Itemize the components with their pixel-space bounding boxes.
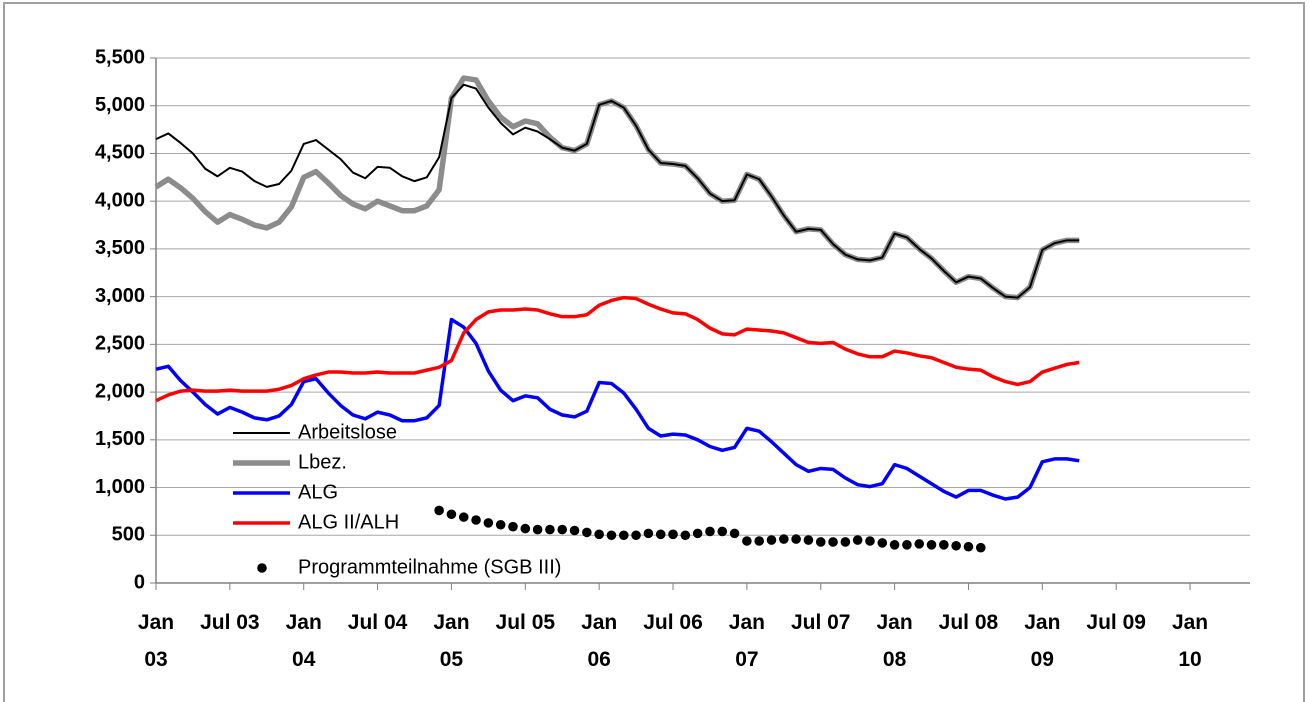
data-point	[631, 530, 641, 541]
y-tick-label: 5,500	[95, 46, 145, 68]
data-point	[840, 537, 851, 547]
data-point	[655, 529, 666, 540]
series-line	[154, 75, 1080, 301]
x-tick-label: Jul 09	[1086, 611, 1146, 634]
x-tick-label: Jul 08	[938, 611, 999, 634]
x-tick-label: Jan 03	[137, 611, 175, 671]
data-point	[705, 526, 715, 537]
data-point	[815, 537, 826, 547]
data-point	[963, 541, 974, 552]
y-tick-label: 2,000	[95, 380, 145, 402]
data-point	[889, 540, 900, 550]
y-tick-label: 3,500	[95, 237, 145, 259]
data-point	[594, 529, 604, 540]
x-tick-label: Jan 04	[285, 611, 322, 671]
data-point	[434, 505, 444, 516]
data-point	[606, 530, 617, 541]
legend-label: ALG II/ALH	[298, 511, 399, 533]
data-point	[508, 521, 518, 532]
legend-label: Arbeitslose	[298, 421, 397, 443]
data-point	[458, 512, 469, 522]
data-point	[520, 523, 531, 534]
data-point	[729, 528, 740, 539]
x-tick-label: Jul 05	[495, 611, 556, 634]
data-point	[791, 534, 801, 544]
x-tick-label: Jan 09	[1024, 611, 1061, 671]
data-point	[668, 529, 678, 540]
data-point	[582, 527, 592, 538]
data-point	[902, 540, 912, 550]
data-point	[569, 525, 580, 536]
data-point	[852, 535, 863, 545]
data-point	[926, 540, 937, 550]
x-tick-label: Jul 07	[790, 611, 851, 634]
data-point	[803, 535, 814, 545]
x-tick-label: Jan 08	[876, 611, 913, 671]
y-tick-label: 5,000	[95, 94, 145, 116]
data-point	[779, 534, 789, 544]
data-point	[742, 536, 752, 546]
data-point	[557, 524, 568, 535]
data-point	[471, 515, 481, 525]
legend-label: Programmteilnahme (SGB III)	[298, 556, 561, 578]
y-tick-label: 3,000	[95, 285, 145, 307]
data-point	[680, 530, 691, 541]
x-tick-label: Jan 07	[728, 611, 765, 671]
data-point	[975, 542, 986, 553]
data-point	[828, 537, 838, 547]
data-point	[643, 528, 654, 539]
y-tick-label: 4,000	[95, 189, 145, 211]
x-tick-label: Jul 04	[347, 611, 408, 634]
series-line	[155, 295, 1080, 403]
data-point	[692, 528, 703, 539]
y-tick-label: 2,500	[95, 333, 145, 355]
legend-label: Lbez.	[298, 451, 347, 473]
data-point	[914, 539, 925, 549]
data-point	[877, 538, 888, 548]
data-point	[717, 526, 728, 537]
y-tick-label: 1,500	[95, 428, 145, 450]
y-tick-label: 1,000	[95, 476, 145, 498]
series-line	[155, 317, 1080, 501]
data-point	[939, 540, 949, 550]
data-point	[766, 535, 777, 545]
series-line	[155, 83, 1080, 299]
x-tick-label: Jul 06	[643, 611, 703, 634]
legend-marker	[257, 563, 267, 573]
y-tick-label: 500	[112, 524, 145, 546]
chart-border	[3, 2, 1305, 702]
y-tick-label: 0	[134, 571, 145, 593]
data-point	[618, 530, 629, 541]
data-point	[545, 524, 555, 535]
data-point	[483, 518, 494, 528]
data-point	[532, 524, 543, 535]
x-tick-label: Jan 06	[581, 611, 618, 671]
data-point	[951, 540, 961, 551]
y-tick-label: 4,500	[95, 142, 145, 164]
x-tick-label: Jan 05	[433, 611, 470, 671]
data-point	[495, 519, 506, 530]
data-point	[865, 536, 875, 546]
data-point	[754, 536, 764, 546]
data-point	[446, 509, 457, 520]
x-tick-label: Jan 10	[1171, 611, 1209, 671]
legend-label: ALG	[298, 481, 338, 503]
x-tick-label: Jul 03	[200, 611, 260, 634]
